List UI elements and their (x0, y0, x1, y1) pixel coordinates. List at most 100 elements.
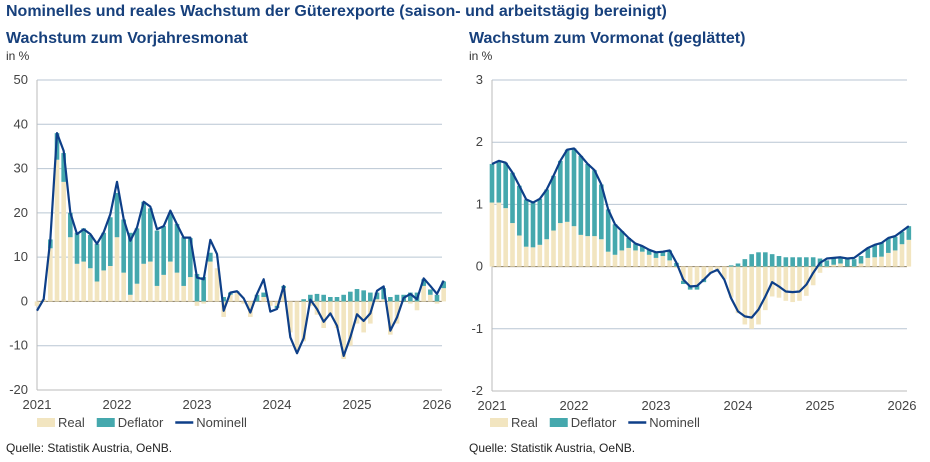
right-source: Quelle: Statistik Austria, OeNB. (469, 441, 636, 455)
bar-deflator (646, 249, 652, 255)
bar-real (564, 221, 570, 267)
bar-real (374, 299, 380, 302)
bar-real (715, 266, 720, 270)
bar-real (612, 254, 618, 267)
bar-deflator (374, 292, 380, 300)
bar-real (441, 288, 446, 302)
bar-real (701, 266, 707, 280)
y-tick-label: 0 (476, 259, 483, 274)
y-tick-label: -1 (471, 321, 483, 336)
bar-real (804, 266, 809, 296)
bar-deflator (831, 258, 836, 265)
bar-real (722, 266, 727, 280)
bar-real (605, 251, 611, 267)
bar-deflator (626, 237, 631, 248)
bar-real (301, 301, 306, 342)
bar-deflator (188, 238, 193, 278)
bar-real (414, 301, 420, 311)
bar-deflator (735, 263, 741, 267)
bar-real (228, 294, 233, 302)
bar-deflator (421, 279, 426, 286)
bar-deflator (434, 294, 440, 302)
bar-deflator (441, 281, 446, 289)
bar-deflator (667, 250, 672, 261)
bar-deflator (81, 228, 86, 262)
bar-real (886, 252, 891, 267)
bar-deflator (872, 244, 877, 258)
bar-deflator (108, 217, 113, 266)
bar-deflator (899, 231, 905, 245)
bar-deflator (408, 292, 413, 302)
bar-real (361, 301, 366, 333)
y-tick-label: -10 (9, 338, 28, 353)
bar-deflator (612, 224, 618, 255)
bar-deflator (776, 256, 782, 267)
bar-deflator (101, 232, 106, 271)
y-tick-label: -20 (9, 382, 28, 397)
left-chart-subtitle: Wachstum zum Vorjahresmonat (6, 30, 248, 47)
bar-real (571, 226, 577, 267)
bar-real (181, 285, 186, 302)
bar-deflator (879, 242, 884, 257)
bar-real (599, 239, 604, 267)
bar-deflator (763, 252, 768, 267)
bar-real (248, 301, 253, 317)
bar-deflator (585, 163, 590, 237)
bar-deflator (681, 280, 686, 285)
bar-deflator (114, 192, 120, 238)
bar-deflator (640, 246, 645, 252)
x-tick-label: 2022 (103, 397, 132, 412)
bar-real (640, 251, 645, 267)
bar-deflator (578, 155, 584, 235)
bar-deflator (599, 184, 604, 240)
bar-deflator (804, 257, 809, 267)
bar-real (626, 247, 631, 267)
bar-real (906, 239, 912, 267)
bar-deflator (174, 223, 180, 273)
bar-real (261, 297, 266, 302)
bar-deflator (496, 160, 502, 203)
x-tick-label: 2021 (478, 398, 507, 413)
bar-real (348, 301, 353, 346)
bar-real (585, 236, 590, 267)
bar-deflator (797, 257, 802, 267)
bar-real (742, 266, 748, 325)
bar-deflator (161, 226, 166, 275)
bar-real (174, 272, 180, 302)
bar-real (394, 301, 400, 324)
bar-real (810, 266, 816, 286)
bar-deflator (886, 238, 891, 253)
bar-real (194, 301, 200, 306)
bar-real (334, 301, 340, 328)
bar-real (489, 202, 495, 267)
bar-deflator (348, 291, 353, 302)
bar-real (776, 266, 782, 298)
bar-deflator (354, 289, 360, 302)
bar-deflator (134, 228, 140, 284)
bar-real (797, 266, 802, 301)
x-tick-label: 2024 (263, 397, 292, 412)
bar-real (241, 301, 246, 304)
bar-real (749, 266, 754, 329)
bar-real (388, 301, 393, 335)
bar-deflator (341, 294, 346, 302)
bar-deflator (892, 236, 898, 251)
y-tick-label: 1 (476, 196, 483, 211)
figure-title: Nominelles und reales Wachstum der Güter… (6, 3, 667, 20)
left-y-unit: in % (6, 49, 30, 63)
bar-real (61, 181, 66, 302)
bar-deflator (558, 160, 563, 224)
bar-real (161, 274, 166, 302)
bar-real (899, 244, 905, 267)
bar-deflator (769, 254, 775, 267)
bar-real (328, 301, 333, 315)
bar-deflator (605, 209, 611, 252)
bar-real (510, 223, 515, 267)
bar-deflator (592, 170, 597, 237)
bar-deflator (489, 163, 495, 203)
bar-deflator (74, 232, 80, 264)
bar-real (763, 266, 768, 311)
bar-real (134, 283, 140, 302)
bar-deflator (728, 265, 734, 267)
bar-real (168, 261, 173, 302)
